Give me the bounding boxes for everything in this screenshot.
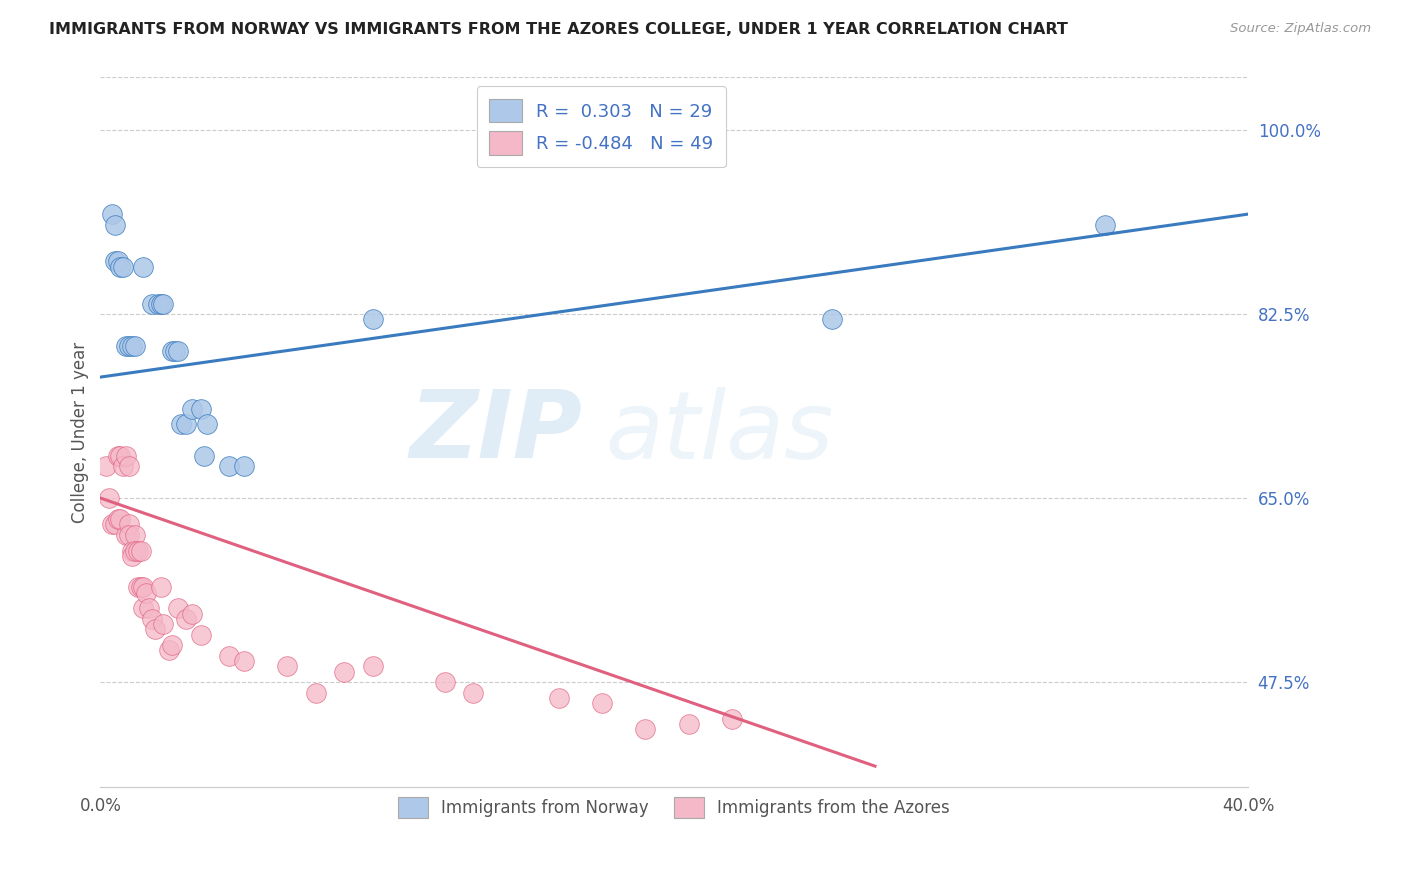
Point — [112, 459, 135, 474]
Point — [361, 312, 384, 326]
Point — [124, 338, 146, 352]
Point — [163, 343, 186, 358]
Point — [433, 675, 456, 690]
Point — [193, 449, 215, 463]
Point — [143, 623, 166, 637]
Point — [112, 260, 135, 274]
Point — [548, 690, 571, 705]
Point — [304, 685, 326, 699]
Point — [634, 723, 657, 737]
Y-axis label: College, Under 1 year: College, Under 1 year — [72, 342, 89, 523]
Point — [129, 581, 152, 595]
Point — [121, 549, 143, 563]
Point — [195, 417, 218, 432]
Point — [146, 296, 169, 310]
Point — [166, 343, 188, 358]
Point — [821, 312, 844, 326]
Text: IMMIGRANTS FROM NORWAY VS IMMIGRANTS FROM THE AZORES COLLEGE, UNDER 1 YEAR CORRE: IMMIGRANTS FROM NORWAY VS IMMIGRANTS FRO… — [49, 22, 1069, 37]
Point — [463, 685, 485, 699]
Point — [160, 638, 183, 652]
Point — [121, 338, 143, 352]
Point — [276, 659, 298, 673]
Point — [157, 643, 180, 657]
Point — [361, 659, 384, 673]
Text: atlas: atlas — [606, 387, 834, 478]
Point — [591, 696, 613, 710]
Point — [132, 581, 155, 595]
Legend: Immigrants from Norway, Immigrants from the Azores: Immigrants from Norway, Immigrants from … — [391, 790, 957, 825]
Point — [127, 581, 149, 595]
Point — [141, 612, 163, 626]
Point — [104, 218, 127, 232]
Point — [720, 712, 742, 726]
Point — [115, 528, 138, 542]
Point — [107, 449, 129, 463]
Point — [149, 581, 172, 595]
Point — [127, 543, 149, 558]
Point — [181, 607, 204, 621]
Point — [118, 338, 141, 352]
Point — [118, 517, 141, 532]
Point — [166, 601, 188, 615]
Point — [118, 459, 141, 474]
Point — [104, 517, 127, 532]
Point — [160, 343, 183, 358]
Point — [138, 601, 160, 615]
Point — [176, 417, 198, 432]
Point — [118, 528, 141, 542]
Point — [124, 528, 146, 542]
Point — [121, 543, 143, 558]
Point — [110, 449, 132, 463]
Point — [101, 207, 124, 221]
Point — [124, 543, 146, 558]
Point — [152, 296, 174, 310]
Point — [107, 254, 129, 268]
Point — [152, 617, 174, 632]
Point — [176, 612, 198, 626]
Point — [107, 512, 129, 526]
Point — [232, 459, 254, 474]
Point — [110, 260, 132, 274]
Point — [232, 654, 254, 668]
Point — [141, 296, 163, 310]
Point — [1094, 218, 1116, 232]
Point — [97, 491, 120, 505]
Point — [190, 628, 212, 642]
Point — [132, 260, 155, 274]
Point — [190, 401, 212, 416]
Point — [115, 338, 138, 352]
Point — [129, 543, 152, 558]
Point — [218, 648, 240, 663]
Point — [101, 517, 124, 532]
Point — [181, 401, 204, 416]
Point — [104, 254, 127, 268]
Point — [132, 601, 155, 615]
Point — [218, 459, 240, 474]
Text: Source: ZipAtlas.com: Source: ZipAtlas.com — [1230, 22, 1371, 36]
Point — [94, 459, 117, 474]
Point — [170, 417, 193, 432]
Point — [110, 512, 132, 526]
Point — [333, 665, 356, 679]
Point — [149, 296, 172, 310]
Point — [135, 585, 157, 599]
Point — [678, 717, 700, 731]
Point — [115, 449, 138, 463]
Text: ZIP: ZIP — [409, 386, 582, 478]
